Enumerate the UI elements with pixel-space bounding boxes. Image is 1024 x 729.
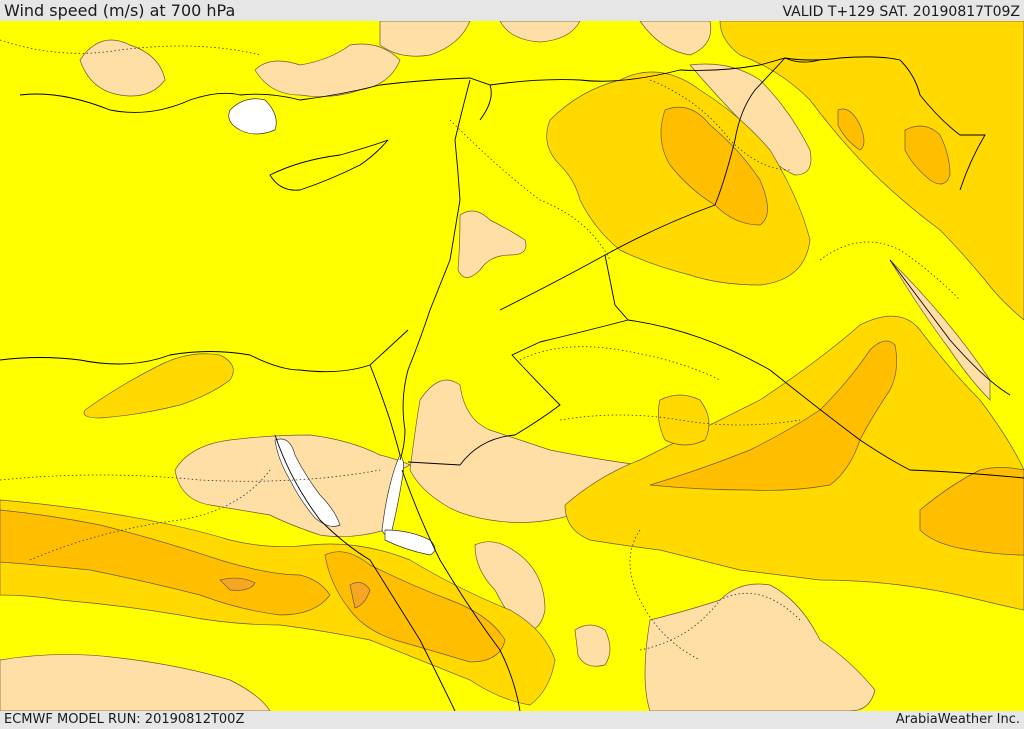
dotted-line-6 <box>819 241 961 301</box>
dotted-line-7 <box>649 79 791 171</box>
wind-speed-map[interactable] <box>0 21 1024 711</box>
water-bodies <box>228 98 436 556</box>
orange-region-arabia <box>649 340 897 491</box>
dark-core-egypt <box>219 577 256 591</box>
mid-region-iraq-patch <box>658 394 710 446</box>
jordan-saudi <box>407 254 629 466</box>
light-wind-regions <box>0 21 991 711</box>
mid-region-zagros <box>719 21 1024 321</box>
dark-core-coast <box>349 582 371 609</box>
light-region-north-sea <box>79 39 166 97</box>
light-region-turkey-coast <box>254 43 401 97</box>
dotted-line-4 <box>559 414 801 426</box>
light-region-south-blob <box>574 624 611 667</box>
orange-region-red-sea-coast <box>324 551 506 663</box>
lake-turkey <box>228 98 277 135</box>
map-footer: ECMWF MODEL RUN: 20190812T00Z ArabiaWeat… <box>0 711 1024 729</box>
model-run-label: ECMWF MODEL RUN: 20190812T00Z <box>4 712 245 727</box>
dotted-line-1 <box>0 469 381 482</box>
map-title: Wind speed (m/s) at 700 hPa <box>4 1 236 20</box>
iraq-saudi <box>627 319 1024 479</box>
valid-time: VALID T+129 SAT. 20190817T09Z <box>782 4 1020 20</box>
dotted-line-5 <box>639 593 801 651</box>
syria-border <box>489 57 821 86</box>
turkey-south-coast <box>19 77 492 121</box>
egypt-north-coast <box>0 329 409 373</box>
light-region-top-right2 <box>639 21 712 56</box>
mid-region-mediterranean <box>83 353 234 419</box>
credit-label: ArabiaWeather Inc. <box>895 712 1020 727</box>
map-header: Wind speed (m/s) at 700 hPa VALID T+129 … <box>0 0 1024 21</box>
iran-iraq <box>784 56 986 191</box>
strongest-wind-cores <box>219 577 371 609</box>
orange-region-gulf-north2 <box>837 108 865 151</box>
jordan-east <box>499 57 786 311</box>
sinai-coast <box>274 434 456 711</box>
orange-region-gulf-south <box>919 467 1024 556</box>
light-region-top-right <box>499 21 581 43</box>
gulf-of-suez <box>274 438 341 527</box>
light-region-red-sea-edge <box>889 259 991 401</box>
egypt-israel-border <box>369 364 401 456</box>
borders-and-coastlines <box>0 56 1024 711</box>
dotted-line-8 <box>449 119 611 261</box>
orange-region-iraq <box>660 106 768 226</box>
dotted-boundaries <box>0 39 961 661</box>
levant-coast <box>399 79 471 461</box>
red-sea-east-coast <box>401 469 521 711</box>
light-region-southwest <box>0 654 271 711</box>
light-region-hejaz <box>474 541 546 632</box>
gulf-coast <box>889 259 1011 396</box>
map-canvas <box>0 21 1024 711</box>
cyprus <box>269 139 389 191</box>
orange-region-gulf-north <box>904 125 951 185</box>
light-region-top-centre <box>379 21 471 57</box>
dotted-line-2 <box>29 469 271 561</box>
light-region-lebanon <box>457 210 527 278</box>
